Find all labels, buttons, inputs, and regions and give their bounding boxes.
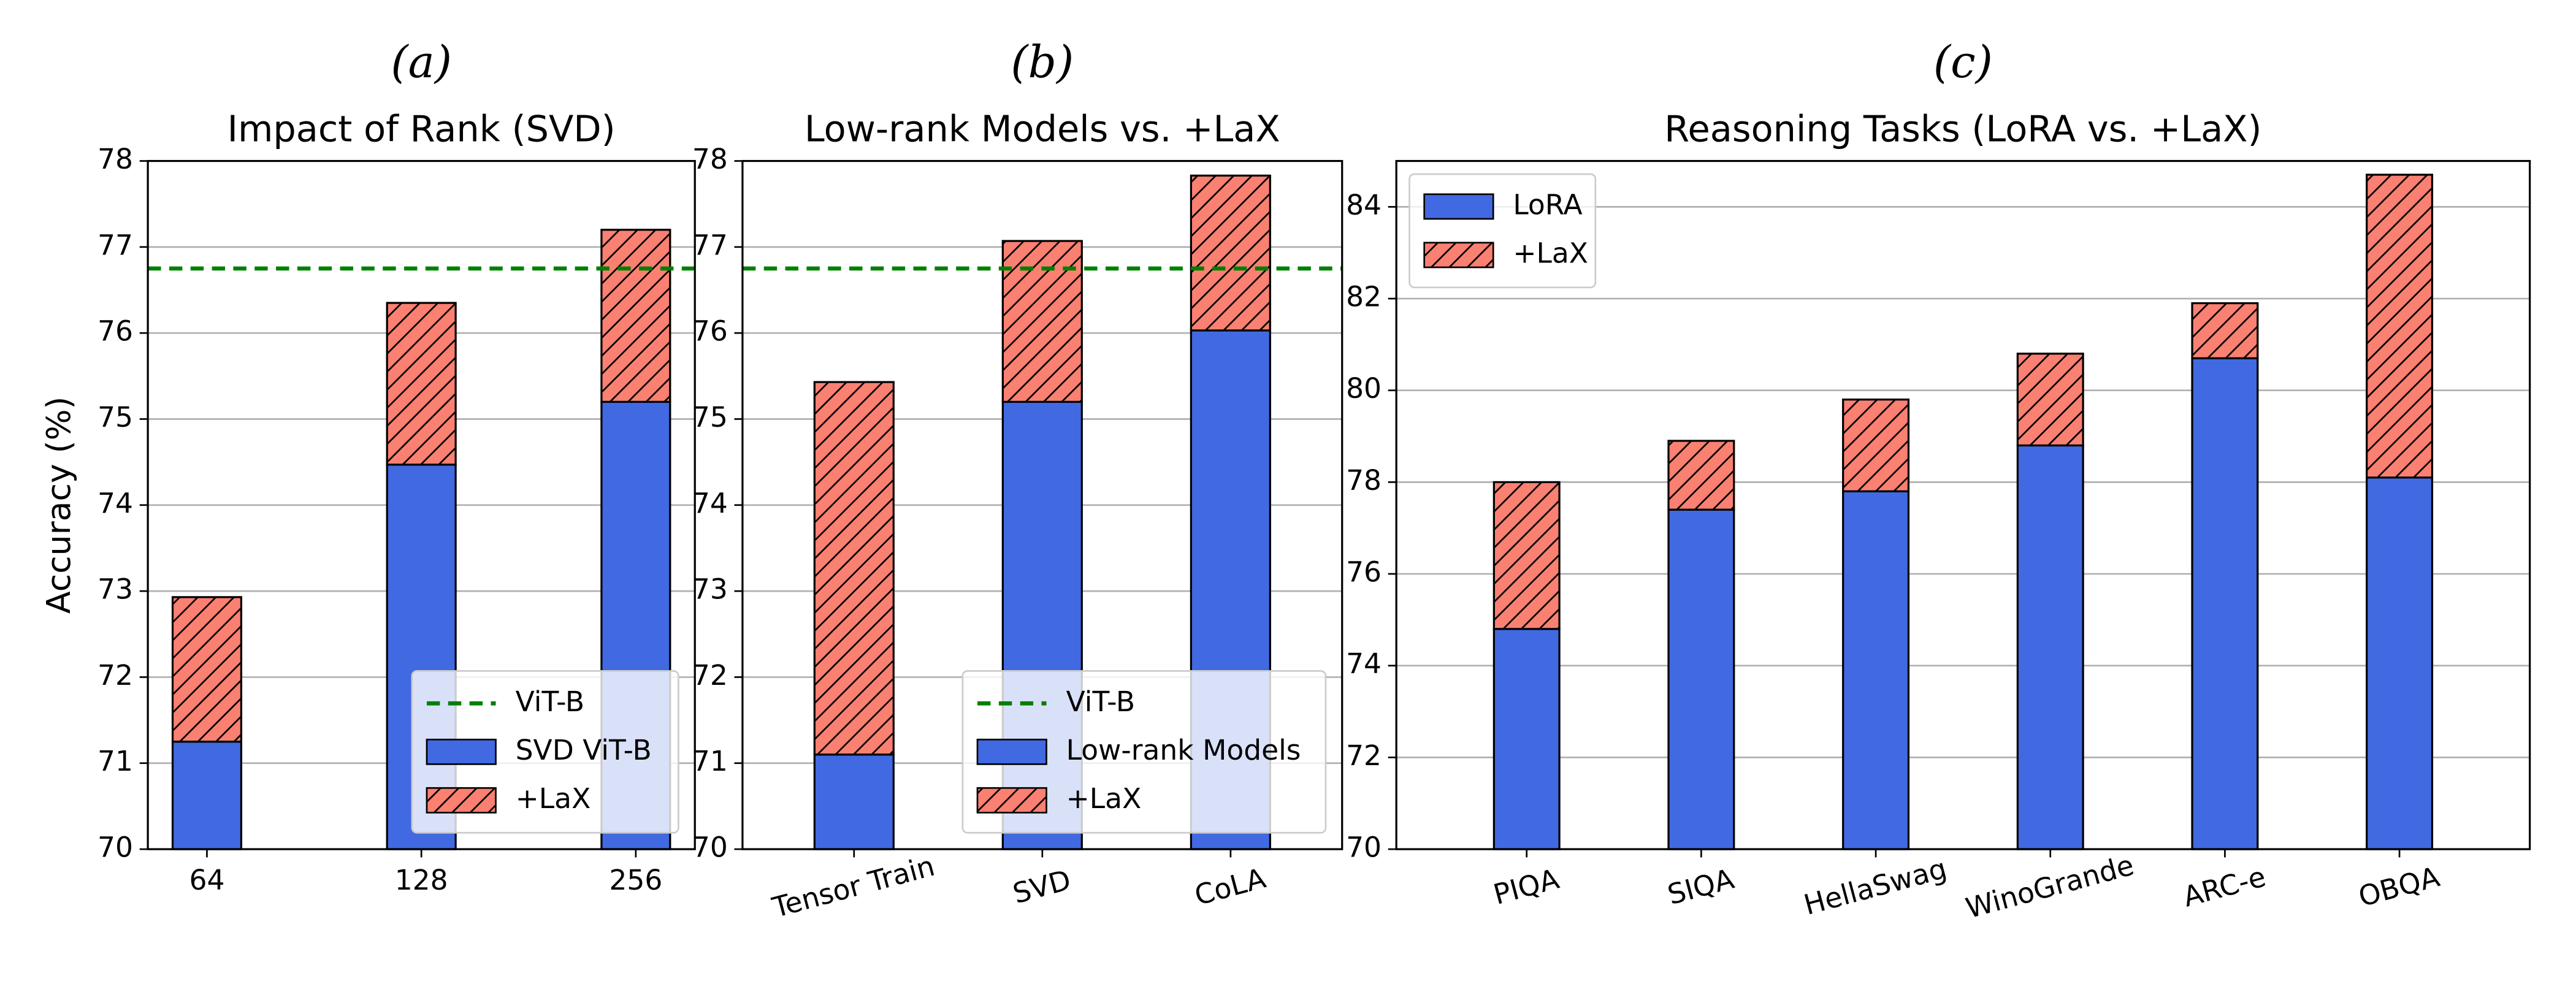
y-tick-label: 71 bbox=[692, 745, 728, 777]
bar-hatch bbox=[1003, 241, 1082, 402]
panel-label: (c) bbox=[1933, 37, 1993, 88]
legend-label: +LaX bbox=[1513, 237, 1588, 269]
bar-hatch bbox=[2017, 353, 2084, 446]
y-tick-label: 82 bbox=[1346, 281, 1382, 313]
bar-segment bbox=[171, 741, 243, 850]
y-tick-label: 74 bbox=[97, 487, 133, 519]
legend-patch bbox=[426, 738, 497, 765]
y-tick-label: 78 bbox=[692, 143, 728, 175]
y-tick-label: 72 bbox=[692, 659, 728, 692]
legend-hatch bbox=[427, 788, 496, 813]
y-tick-label: 76 bbox=[1346, 556, 1382, 589]
y-tick-label: 72 bbox=[1346, 739, 1382, 772]
bar-hatch bbox=[387, 303, 456, 465]
y-tick-label: 74 bbox=[1346, 647, 1382, 680]
bar-hatch bbox=[1191, 175, 1271, 330]
y-axis-label: Accuracy (%) bbox=[39, 397, 78, 614]
bar-hatch bbox=[172, 597, 242, 742]
panel-label: (b) bbox=[1011, 37, 1074, 88]
y-tick-label: 84 bbox=[1346, 189, 1382, 221]
y-tick-label: 77 bbox=[97, 229, 133, 261]
legend-label: +LaX bbox=[1066, 782, 1142, 815]
legend-box bbox=[961, 670, 1327, 834]
bar-hatch bbox=[1843, 399, 1909, 492]
bar-segment bbox=[2016, 444, 2084, 850]
bar-hatch bbox=[2192, 303, 2258, 359]
bar-segment bbox=[2191, 357, 2259, 850]
y-tick-label: 76 bbox=[97, 315, 133, 348]
legend-hatch bbox=[977, 788, 1047, 813]
bar-hatch bbox=[1668, 441, 1734, 510]
legend-hatch bbox=[1424, 242, 1494, 268]
panel-label: (a) bbox=[391, 37, 452, 88]
legend-label: LoRA bbox=[1513, 188, 1582, 221]
legend-label: SVD ViT-B bbox=[516, 734, 652, 766]
y-tick-label: 78 bbox=[1346, 464, 1382, 497]
bar-hatch bbox=[1494, 482, 1560, 629]
y-tick-label: 77 bbox=[692, 229, 728, 261]
bar-segment bbox=[1492, 628, 1561, 850]
legend-label: ViT-B bbox=[1066, 685, 1135, 718]
legend-label: +LaX bbox=[516, 782, 591, 815]
x-tick-label: 128 bbox=[395, 864, 448, 896]
y-tick-label: 70 bbox=[1346, 831, 1382, 864]
chart-title: Impact of Rank (SVD) bbox=[227, 107, 616, 150]
y-tick-label: 73 bbox=[692, 573, 728, 606]
bar-hatch bbox=[2366, 174, 2433, 478]
y-tick-label: 80 bbox=[1346, 372, 1382, 405]
bar-hatch bbox=[814, 382, 894, 755]
y-tick-label: 75 bbox=[692, 401, 728, 433]
y-tick-label: 73 bbox=[97, 573, 133, 606]
legend-label: ViT-B bbox=[516, 685, 584, 718]
y-tick-label: 70 bbox=[692, 831, 728, 864]
axes-frame bbox=[1395, 159, 2531, 850]
y-tick-label: 74 bbox=[692, 487, 728, 519]
bar-segment bbox=[1667, 508, 1735, 850]
bar-segment bbox=[1842, 490, 1910, 850]
x-tick-label: 256 bbox=[609, 864, 662, 896]
y-tick-label: 78 bbox=[97, 143, 133, 175]
chart-title: Reasoning Tasks (LoRA vs. +LaX) bbox=[1664, 107, 2261, 150]
y-tick-label: 72 bbox=[97, 659, 133, 692]
bar-hatch bbox=[601, 229, 670, 402]
legend-patch bbox=[976, 738, 1047, 765]
y-tick-label: 75 bbox=[97, 401, 133, 433]
y-tick-label: 70 bbox=[97, 831, 133, 864]
bar-segment bbox=[2366, 476, 2434, 850]
chart-title: Low-rank Models vs. +LaX bbox=[805, 107, 1280, 150]
legend-patch bbox=[1423, 193, 1494, 220]
legend-label: Low-rank Models bbox=[1066, 734, 1301, 766]
y-tick-label: 71 bbox=[97, 745, 133, 777]
x-tick-label: 64 bbox=[189, 864, 224, 896]
y-tick-label: 76 bbox=[692, 315, 728, 348]
bar-segment bbox=[813, 754, 895, 850]
